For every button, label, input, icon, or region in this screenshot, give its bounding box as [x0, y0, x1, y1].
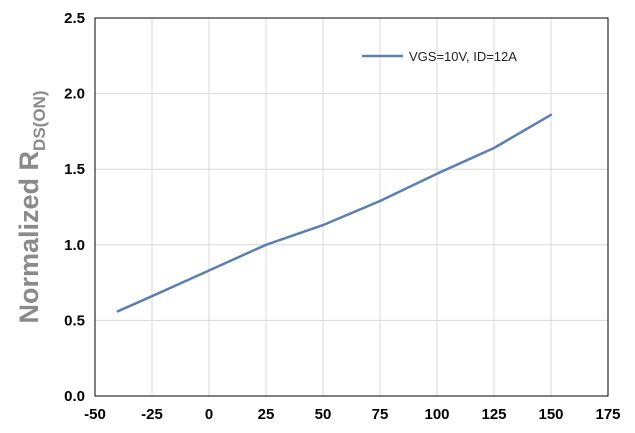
y-tick-label: 1.5 — [64, 161, 85, 178]
y-tick-label: 0.0 — [64, 388, 85, 405]
y-axis-tick-labels: 0.0 0.5 1.0 1.5 2.0 2.5 — [64, 10, 85, 405]
plot-area-border — [94, 17, 609, 397]
series-line — [116, 113, 553, 313]
x-axis-tick-labels: -50 -25 0 25 50 75 100 125 150 175 — [84, 406, 620, 423]
x-tick-label: -50 — [84, 406, 106, 423]
x-tick-label: 175 — [595, 406, 620, 423]
series-layer — [116, 113, 553, 313]
y-axis-label-main: Normalized R — [14, 151, 44, 324]
x-tick-label: 150 — [538, 406, 563, 423]
x-tick-label: 75 — [372, 406, 389, 423]
x-tick-label: 100 — [424, 406, 449, 423]
y-tick-label: 2.5 — [64, 10, 85, 27]
y-tick-label: 2.0 — [64, 86, 85, 103]
y-axis-label: Normalized RDS(ON) — [14, 91, 49, 324]
x-tick-label: 25 — [258, 406, 275, 423]
y-tick-label: 1.0 — [64, 237, 85, 254]
x-tick-label: -25 — [141, 406, 163, 423]
legend-label: VGS=10V, ID=12A — [409, 49, 517, 64]
legend: VGS=10V, ID=12A — [362, 49, 517, 64]
grid-lines — [95, 18, 608, 396]
x-tick-label: 50 — [315, 406, 332, 423]
y-tick-label: 0.5 — [64, 312, 85, 329]
x-tick-label: 125 — [481, 406, 506, 423]
x-tick-label: 0 — [205, 406, 213, 423]
y-axis-label-subscript: DS(ON) — [30, 91, 49, 151]
